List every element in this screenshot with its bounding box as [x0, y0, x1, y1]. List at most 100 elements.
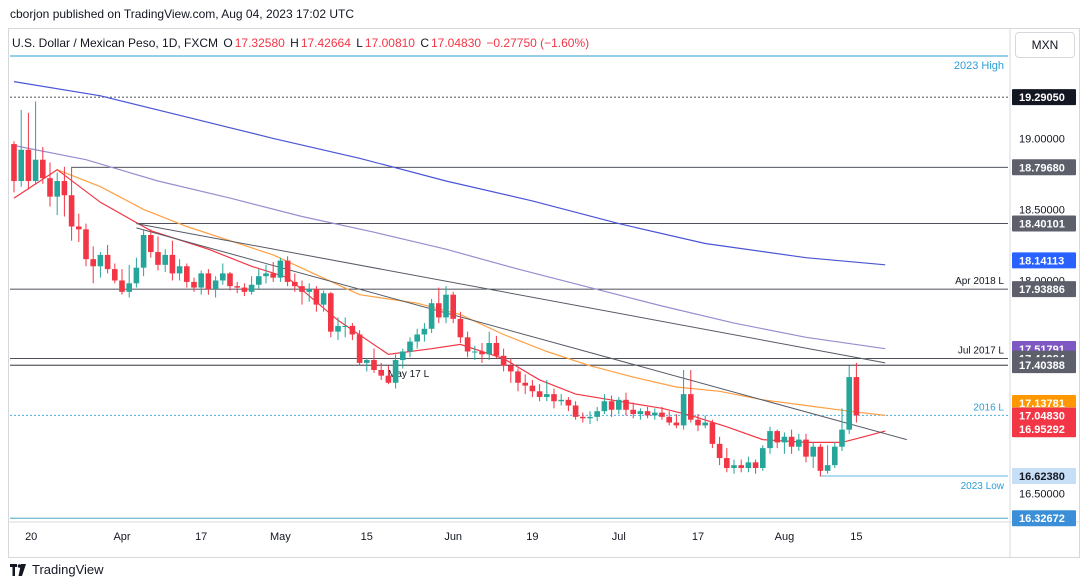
candle	[364, 358, 370, 372]
candle-body	[227, 273, 233, 287]
price-badge-bg	[1012, 281, 1076, 298]
candle	[256, 269, 262, 289]
candle	[407, 337, 413, 358]
candle	[292, 273, 298, 292]
candle-body	[61, 181, 68, 196]
candle-body	[378, 369, 384, 376]
candle	[428, 298, 435, 334]
candle	[580, 412, 586, 423]
candle-body	[277, 260, 284, 278]
candle-body	[536, 391, 543, 397]
candle-body	[731, 465, 737, 469]
candle	[263, 264, 269, 284]
candle-body	[162, 254, 168, 265]
candle	[659, 406, 665, 420]
candle-body	[565, 399, 572, 406]
high-label: H	[290, 36, 299, 50]
time-tick-label: 17	[692, 531, 704, 543]
price-badge: 17.40388	[1012, 357, 1076, 374]
candle-body	[443, 294, 449, 318]
candle	[738, 459, 744, 473]
candle	[702, 415, 708, 429]
candle	[104, 244, 111, 274]
chart-frame[interactable]	[8, 28, 1080, 558]
candle	[148, 229, 154, 258]
candle	[745, 456, 752, 473]
candle	[846, 365, 852, 434]
candle-body	[450, 294, 456, 319]
candle-body	[580, 416, 586, 419]
candle	[572, 401, 579, 420]
candle-body	[616, 399, 622, 410]
candle-body	[256, 276, 262, 285]
candle-body	[803, 439, 809, 457]
candle	[623, 392, 629, 416]
candle	[587, 411, 593, 424]
candle-body	[335, 325, 341, 332]
candle	[212, 276, 219, 298]
candle-body	[148, 235, 154, 253]
candle	[601, 394, 608, 415]
candle	[760, 445, 766, 471]
candle	[457, 311, 464, 343]
candle-body	[220, 273, 226, 281]
price-badge-bg	[1012, 510, 1076, 527]
candle	[774, 429, 780, 449]
price-badge: 18.14113	[1012, 252, 1076, 269]
candle-body	[760, 448, 766, 469]
candle	[11, 141, 17, 193]
candle-body	[191, 281, 197, 288]
candle	[450, 291, 456, 324]
candle	[299, 280, 305, 305]
candle-body	[428, 303, 435, 329]
candle-body	[385, 375, 392, 383]
candle	[112, 263, 118, 284]
candle	[508, 358, 514, 383]
candle	[155, 236, 161, 271]
candle-body	[695, 419, 701, 426]
candle	[565, 396, 572, 412]
candle-body	[119, 280, 125, 292]
candle	[76, 213, 82, 243]
close-label: C	[420, 36, 429, 50]
candle-body	[688, 394, 694, 420]
candle	[695, 414, 701, 432]
price-badge-label: 18.79680	[1019, 162, 1065, 174]
price-badge: 18.40101	[1012, 215, 1076, 232]
time-tick-label: Jul	[612, 531, 626, 543]
candle-body	[659, 412, 665, 417]
candle-body	[155, 252, 161, 265]
candle-body	[551, 394, 557, 402]
price-badge-label: 16.95292	[1019, 424, 1065, 436]
candle	[18, 109, 24, 187]
trendline-0	[136, 223, 886, 364]
candle-body	[104, 254, 111, 270]
currency-button[interactable]: MXN	[1015, 32, 1075, 58]
candle	[796, 433, 802, 451]
candle	[40, 146, 46, 184]
candle-body	[11, 144, 17, 182]
candle	[248, 276, 255, 295]
level-label-5: May 17 L	[388, 369, 430, 380]
candle	[673, 414, 680, 429]
candle	[688, 369, 694, 423]
candle	[68, 166, 75, 241]
candle-body	[853, 377, 860, 416]
candle	[479, 342, 485, 363]
candle	[176, 259, 183, 281]
candle	[191, 277, 197, 292]
candle-body	[270, 273, 276, 278]
candle	[464, 331, 471, 358]
price-badge-bg	[1012, 89, 1076, 106]
candle	[306, 283, 312, 302]
candle	[486, 331, 492, 361]
candle-body	[198, 273, 204, 288]
candle-body	[486, 342, 492, 355]
candle-body	[414, 334, 420, 342]
header-bar: cborjon published on TradingView.com, Au…	[0, 0, 1088, 28]
symbol-name[interactable]: U.S. Dollar / Mexican Peso, 1D, FXCM	[12, 36, 219, 50]
candle-body	[18, 149, 24, 182]
candle	[652, 408, 658, 420]
candle-body	[652, 412, 658, 416]
